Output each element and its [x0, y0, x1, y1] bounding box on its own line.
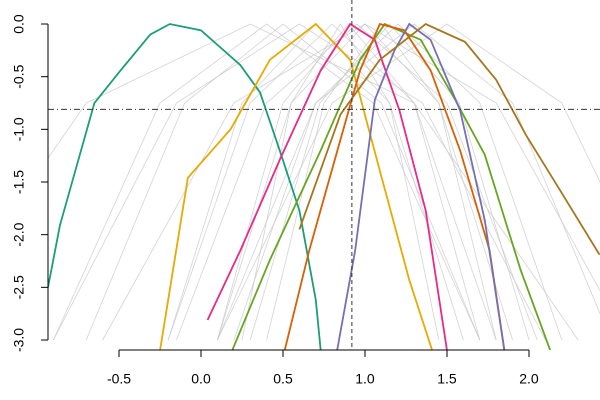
x-tick-label: 0.0 [191, 371, 211, 387]
y-tick-label: -0.5 [11, 64, 27, 88]
curve [102, 23, 600, 341]
x-tick-label: 2.0 [519, 371, 539, 387]
x-tick-label: 1.5 [437, 371, 457, 387]
curve [283, 22, 506, 350]
curve [336, 22, 506, 350]
plot-area [48, 22, 600, 350]
curve [233, 23, 563, 341]
curve [298, 22, 600, 256]
curve [206, 22, 448, 350]
curve [48, 23, 579, 341]
y-tick-label: -3.0 [11, 328, 27, 352]
curve [249, 23, 530, 341]
curve [167, 23, 497, 341]
x-tick-label: 0.5 [273, 371, 293, 387]
curve [217, 23, 600, 341]
curve [48, 23, 322, 350]
curve [159, 22, 434, 350]
curve [217, 23, 600, 341]
curve [241, 23, 440, 341]
y-tick-label: 0.0 [11, 14, 27, 34]
curve [217, 23, 481, 341]
x-tick-label: -0.5 [107, 371, 131, 387]
y-tick-label: -1.5 [11, 170, 27, 194]
y-tick-label: -2.5 [11, 275, 27, 299]
curve [231, 22, 552, 350]
y-tick-label: -1.0 [11, 117, 27, 141]
curve [53, 23, 546, 341]
x-tick-label: 1.0 [355, 371, 375, 387]
curve [53, 23, 481, 341]
y-tick-label: -2.0 [11, 222, 27, 246]
